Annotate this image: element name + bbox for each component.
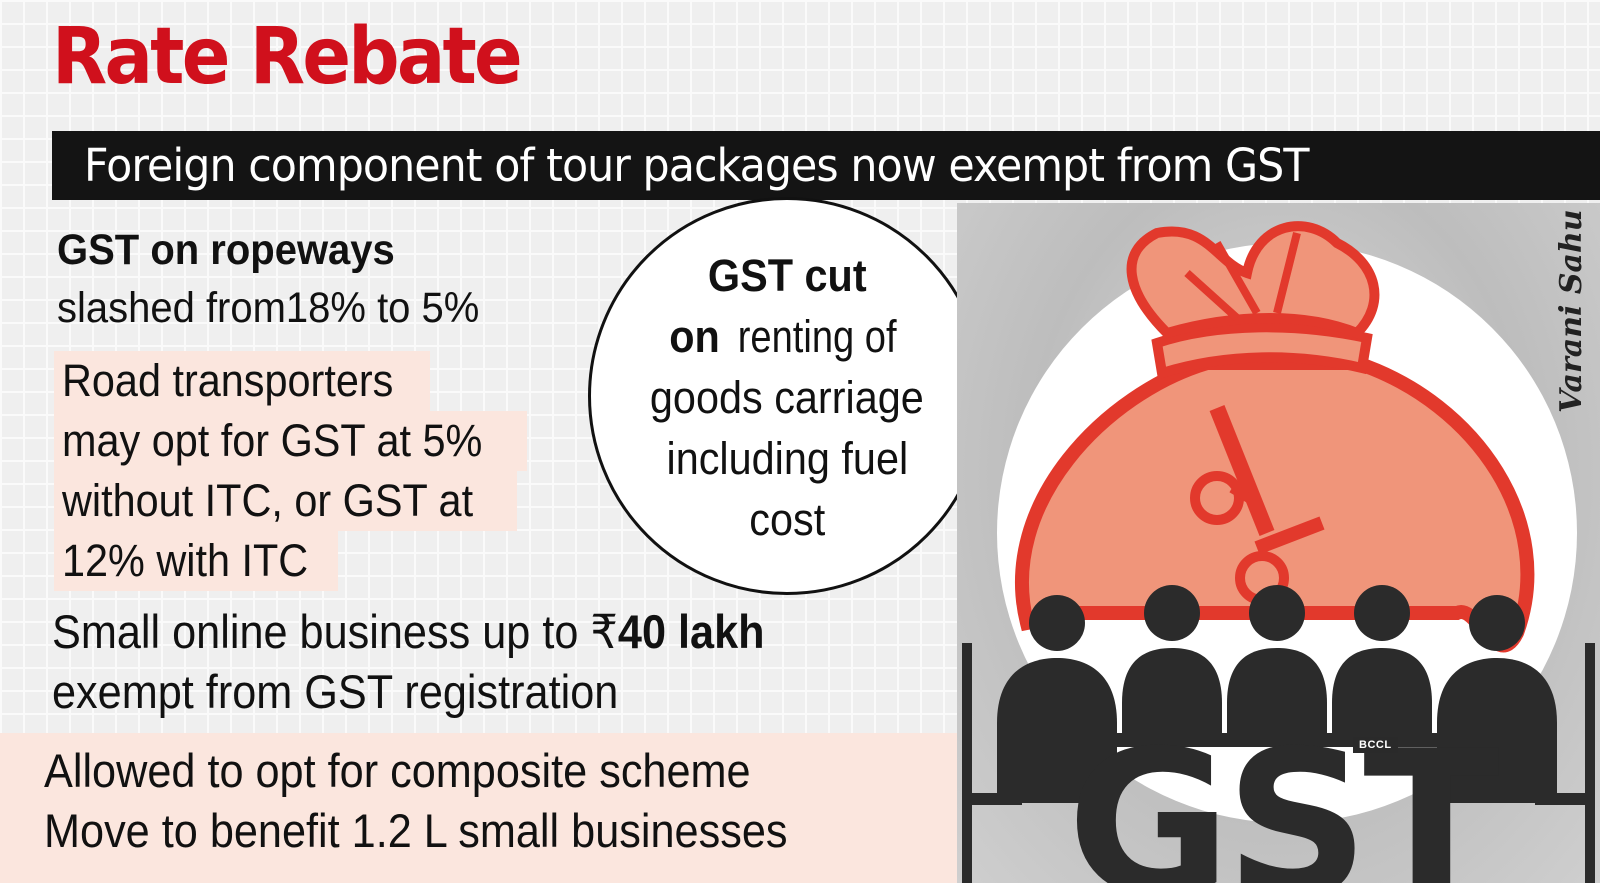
ropeways-detail: slashed from18% to 5%	[57, 284, 480, 332]
money-bag-icon	[1015, 221, 1535, 653]
page-title: Rate Rebate	[52, 12, 523, 102]
watermark: BCCL	[1353, 737, 1398, 753]
callout-line-2: on renting of	[669, 311, 897, 362]
money-bag-meeting-illustration: GST	[962, 221, 1595, 883]
road-line-4: 12% with ITC	[54, 531, 338, 591]
ropeways-item: GST on ropeways slashed from18% to 5%	[57, 222, 511, 338]
composite-line-2: Move to benefit 1.2 L small businesses	[44, 804, 788, 857]
online-line-2: exempt from GST registration	[52, 665, 619, 718]
online-line-1: Small online business up to ₹40 lakh	[52, 605, 765, 658]
composite-line-1: Allowed to opt for composite scheme	[44, 744, 751, 797]
ropeways-heading: GST on ropeways	[57, 226, 395, 274]
online-business-item: Small online business up to ₹40 lakh exe…	[52, 602, 827, 722]
gst-cut-callout: GST cut on renting of goods carriage inc…	[588, 197, 986, 595]
artist-signature: Varani Sahu	[1554, 209, 1589, 413]
gst-council-illustration: GST Varani Sahu BCCL	[957, 203, 1600, 883]
callout-line-5: cost	[749, 494, 825, 545]
road-line-2: may opt for GST at 5%	[54, 411, 527, 471]
callout-line-4: including fuel	[666, 433, 908, 484]
road-line-1: Road transporters	[54, 351, 431, 411]
subtitle-text: Foreign component of tour packages now e…	[84, 139, 1309, 192]
callout-heading: GST cut	[707, 250, 867, 301]
people-silhouettes-icon	[962, 585, 1595, 883]
threshold-amount: 40 lakh	[617, 605, 765, 658]
road-line-3: without ITC, or GST at	[54, 471, 517, 531]
composite-scheme-item: Allowed to opt for composite scheme Move…	[0, 733, 960, 883]
callout-line-3: goods carriage	[650, 372, 924, 423]
road-transporters-item: Road transporters may opt for GST at 5% …	[54, 351, 527, 591]
gst-table-text: GST	[1067, 708, 1499, 883]
subtitle-banner: Foreign component of tour packages now e…	[52, 131, 1600, 200]
